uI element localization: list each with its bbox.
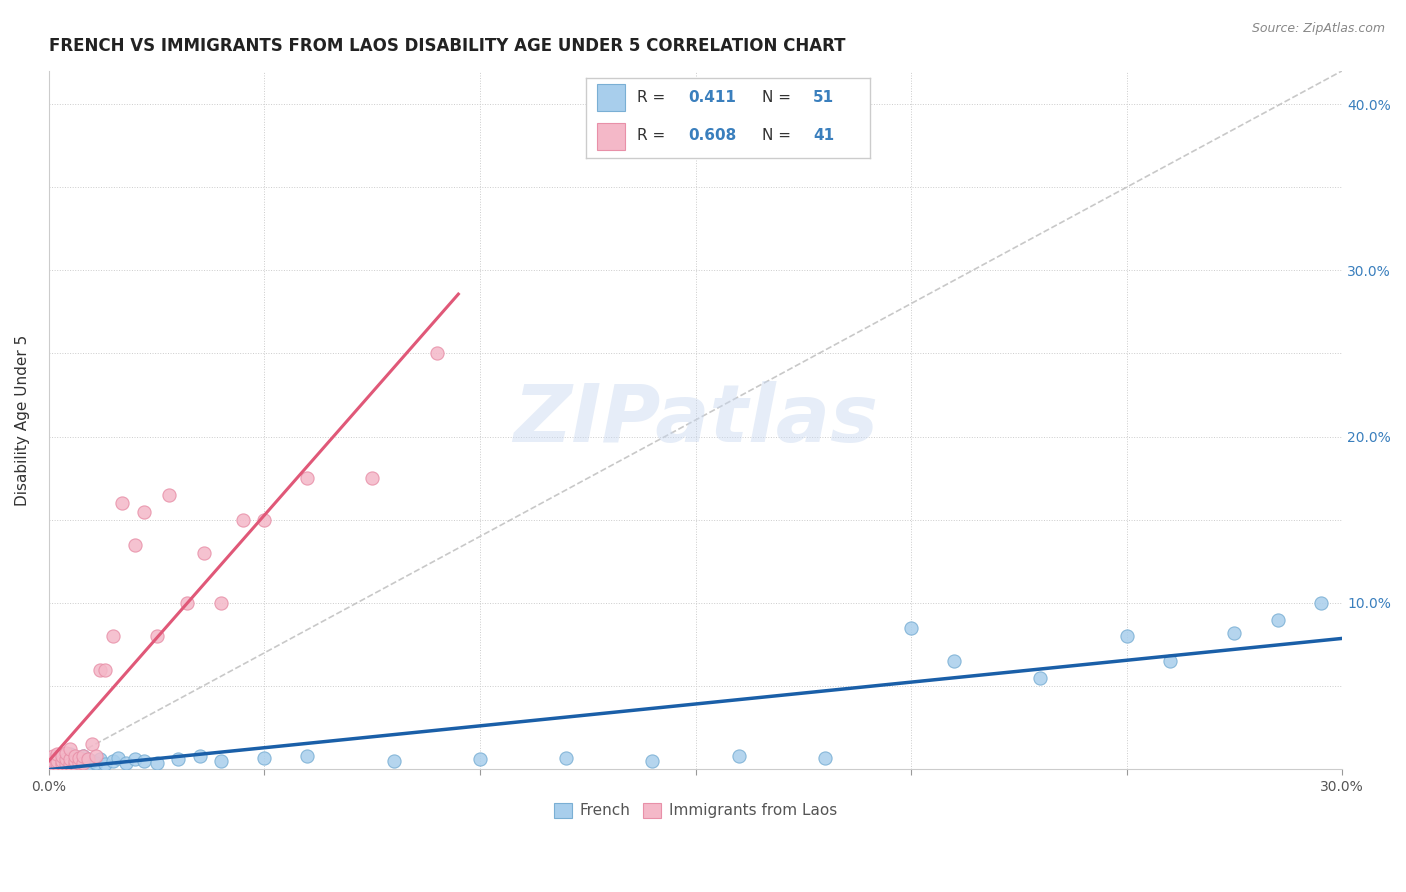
Text: Source: ZipAtlas.com: Source: ZipAtlas.com <box>1251 22 1385 36</box>
Point <box>72 749 94 764</box>
Y-axis label: Disability Age Under 5: Disability Age Under 5 <box>15 334 30 506</box>
Point <box>51 749 73 764</box>
Point <box>84 749 107 764</box>
Point <box>80 737 103 751</box>
Point <box>1223 626 1246 640</box>
Point <box>145 629 167 643</box>
Point <box>209 596 232 610</box>
Point <box>55 746 77 760</box>
Point <box>42 757 65 772</box>
Point <box>297 749 319 764</box>
Point <box>124 538 146 552</box>
Point <box>63 757 86 772</box>
Point <box>63 749 86 764</box>
Point <box>46 756 69 770</box>
Point <box>46 754 69 768</box>
Point <box>55 759 77 773</box>
Point <box>46 759 69 773</box>
Point <box>89 663 111 677</box>
Point <box>641 754 664 768</box>
Point <box>253 750 276 764</box>
Point <box>51 757 73 772</box>
Point <box>76 757 98 772</box>
Point <box>468 752 491 766</box>
Point <box>59 742 82 756</box>
Point <box>59 747 82 762</box>
Point <box>59 757 82 772</box>
Point <box>103 754 125 768</box>
Legend: French, Immigrants from Laos: French, Immigrants from Laos <box>548 797 844 824</box>
Point <box>84 756 107 770</box>
Point <box>107 750 129 764</box>
Point <box>55 752 77 766</box>
Point <box>727 749 749 764</box>
Point <box>1115 629 1137 643</box>
Point <box>59 752 82 766</box>
Point <box>382 754 405 768</box>
Point <box>63 754 86 768</box>
Point <box>42 749 65 764</box>
Point <box>55 750 77 764</box>
Point <box>46 750 69 764</box>
Point <box>46 747 69 762</box>
Point <box>94 757 117 772</box>
Point <box>67 750 90 764</box>
Point <box>209 754 232 768</box>
Point <box>76 752 98 766</box>
Point <box>42 752 65 766</box>
Point <box>253 513 276 527</box>
Point <box>63 759 86 773</box>
Point <box>188 749 211 764</box>
Point <box>55 756 77 770</box>
Point <box>1159 654 1181 668</box>
Point <box>111 496 134 510</box>
Point <box>1309 596 1331 610</box>
Point <box>167 752 190 766</box>
Point <box>1029 671 1052 685</box>
Point <box>159 488 181 502</box>
Point <box>80 754 103 768</box>
Point <box>51 754 73 768</box>
Point <box>555 750 578 764</box>
Point <box>89 752 111 766</box>
Point <box>297 471 319 485</box>
Point <box>900 621 922 635</box>
Point <box>72 749 94 764</box>
Point <box>232 513 254 527</box>
Point <box>63 752 86 766</box>
Point <box>67 750 90 764</box>
Point <box>1267 613 1289 627</box>
Point <box>72 756 94 770</box>
Point <box>55 757 77 772</box>
Point <box>67 756 90 770</box>
Point <box>176 596 198 610</box>
Point <box>193 546 215 560</box>
Point <box>814 750 837 764</box>
Point <box>51 757 73 772</box>
Point <box>115 756 138 770</box>
Point <box>51 749 73 764</box>
Text: ZIPatlas: ZIPatlas <box>513 381 877 459</box>
Point <box>76 752 98 766</box>
Point <box>46 757 69 772</box>
Point <box>943 654 966 668</box>
Point <box>59 754 82 768</box>
Point <box>67 757 90 772</box>
Point <box>132 754 155 768</box>
Point <box>51 754 73 768</box>
Text: FRENCH VS IMMIGRANTS FROM LAOS DISABILITY AGE UNDER 5 CORRELATION CHART: FRENCH VS IMMIGRANTS FROM LAOS DISABILIT… <box>49 37 845 55</box>
Point <box>361 471 384 485</box>
Point <box>72 756 94 770</box>
Point <box>94 663 117 677</box>
Point <box>145 756 167 770</box>
Point <box>132 504 155 518</box>
Point <box>42 754 65 768</box>
Point <box>59 757 82 772</box>
Point <box>124 752 146 766</box>
Point <box>42 757 65 772</box>
Point <box>426 346 449 360</box>
Point <box>103 629 125 643</box>
